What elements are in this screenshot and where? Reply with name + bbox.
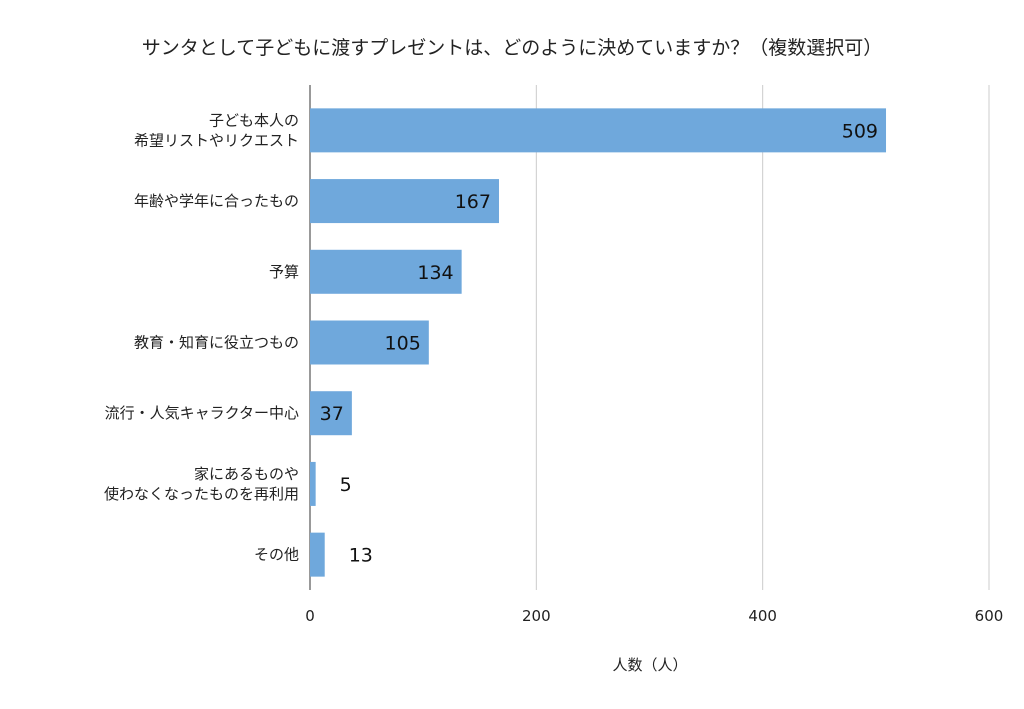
category-label: 予算 (269, 263, 299, 281)
category-label: その他 (254, 546, 299, 564)
bar (310, 108, 887, 153)
category-label: 家にあるものや (194, 465, 299, 483)
bar (310, 391, 352, 436)
category-label: 流行・人気キャラクター中心 (105, 404, 299, 422)
data-label: 134 (417, 262, 453, 284)
x-tick-label: 600 (975, 607, 1004, 625)
data-label: 13 (349, 545, 373, 567)
category-label: 子ども本人の (209, 111, 299, 129)
category-label: 教育・知育に役立つもの (134, 334, 299, 352)
data-label: 167 (455, 191, 491, 213)
bar (310, 249, 462, 294)
data-label: 37 (320, 403, 344, 425)
category-label: 希望リストやリクエスト (134, 131, 299, 149)
bar (310, 179, 499, 224)
data-label: 105 (385, 333, 421, 355)
category-label: 使わなくなったものを再利用 (104, 485, 299, 503)
category-label: 年齢や学年に合ったもの (134, 192, 299, 210)
bar (310, 532, 325, 577)
x-tick-label: 400 (748, 607, 777, 625)
data-label: 5 (340, 474, 352, 496)
x-axis-label: 人数（人） (612, 656, 687, 674)
x-tick-label: 200 (522, 607, 551, 625)
bar (310, 320, 429, 365)
data-label: 509 (842, 120, 878, 142)
x-tick-label: 0 (305, 607, 315, 625)
chart-title: サンタとして子どもに渡すプレゼントは、どのように決めていますか？（複数選択可） (142, 37, 882, 59)
bar (310, 461, 316, 506)
